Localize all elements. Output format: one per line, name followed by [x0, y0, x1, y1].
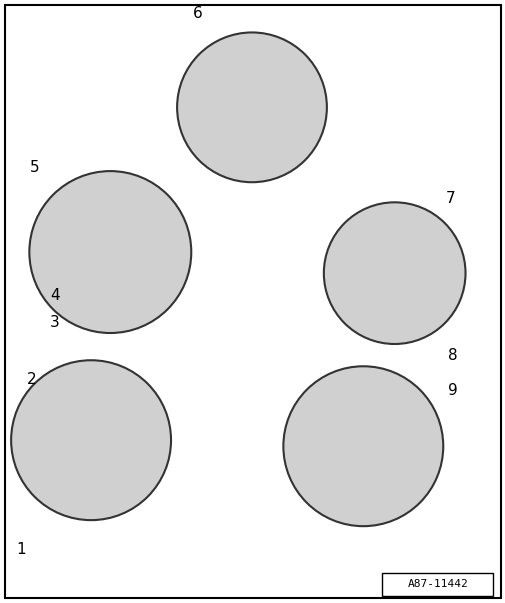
Text: 7: 7 — [444, 192, 454, 206]
Text: 3: 3 — [49, 315, 60, 330]
Text: 6: 6 — [192, 6, 202, 21]
Bar — [381, 573, 492, 596]
Text: 9: 9 — [447, 384, 457, 398]
Text: 8: 8 — [447, 349, 457, 363]
Circle shape — [177, 33, 326, 182]
Text: 1: 1 — [16, 543, 26, 557]
Text: 5: 5 — [29, 160, 39, 175]
Text: 4: 4 — [49, 288, 60, 303]
Circle shape — [323, 203, 465, 344]
Circle shape — [283, 366, 442, 526]
Text: 2: 2 — [26, 373, 36, 387]
Circle shape — [11, 360, 171, 520]
Text: A87-11442: A87-11442 — [407, 579, 467, 589]
Circle shape — [29, 171, 191, 333]
